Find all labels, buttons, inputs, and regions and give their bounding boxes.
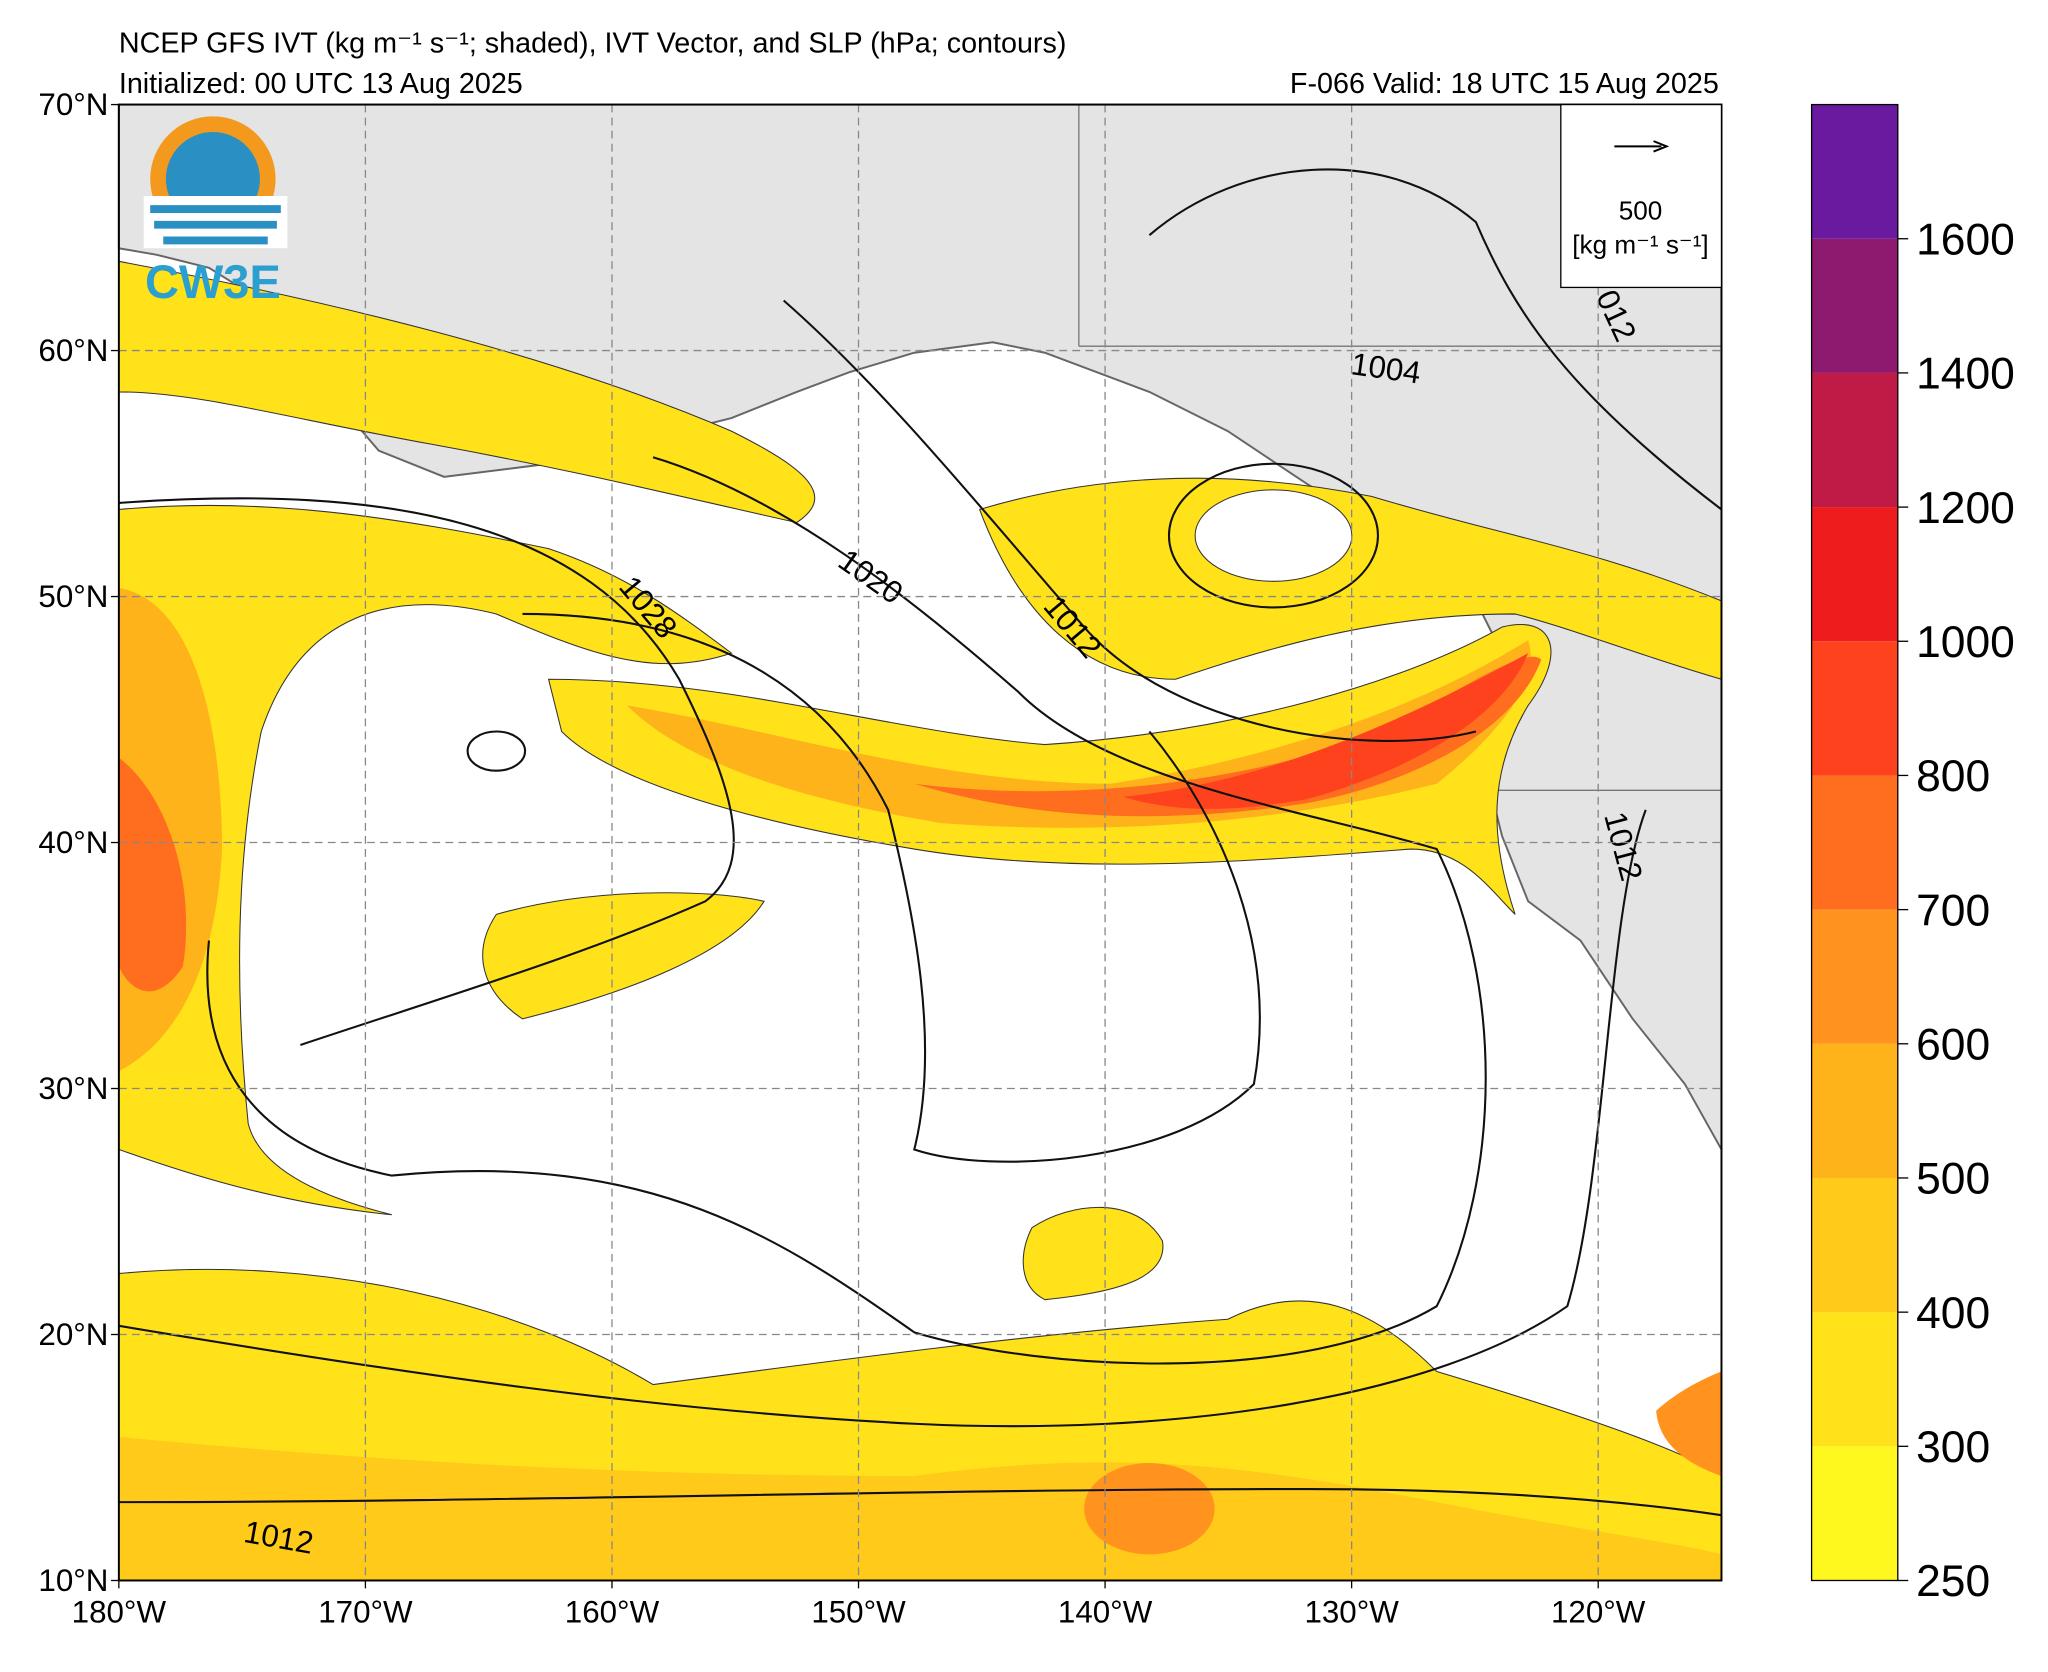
y-tick-label: 20°N (38, 1317, 108, 1352)
y-tick-label: 10°N (38, 1563, 108, 1598)
logo-text: CW3E (145, 255, 281, 308)
colorbar-tick-label: 1200 (1916, 484, 2015, 533)
colorbar-frame (1810, 103, 1899, 1582)
legend-value: 500 (1619, 196, 1663, 226)
colorbar-tick-label: 300 (1916, 1423, 1990, 1472)
valid-time: F-066 Valid: 18 UTC 15 Aug 2025 (1290, 68, 1719, 100)
x-tick-label: 180°W (72, 1594, 167, 1629)
colorbar-bin (1811, 372, 1898, 508)
x-tick-label: 130°W (1304, 1594, 1399, 1629)
x-tick-label: 150°W (811, 1594, 906, 1629)
colorbar-bin (1811, 1177, 1898, 1313)
y-tick-label: 60°N (38, 333, 108, 368)
x-tick-label: 140°W (1058, 1594, 1153, 1629)
x-tick-label: 120°W (1551, 1594, 1646, 1629)
colorbar-tick-label: 800 (1916, 752, 1990, 801)
y-tick-label: 40°N (38, 825, 108, 860)
colorbar-tick-label: 600 (1916, 1020, 1990, 1069)
colorbar-tick-label: 500 (1916, 1155, 1990, 1204)
colorbar-bin (1811, 909, 1898, 1044)
vector-legend (1560, 103, 1723, 289)
colorbar-bin (1811, 1446, 1898, 1581)
colorbar-bin (1811, 1043, 1898, 1178)
colorbar-bin (1811, 104, 1898, 239)
colorbar-bin (1811, 238, 1898, 373)
logo: CW3E (143, 116, 288, 308)
y-tick-label: 70°N (38, 87, 108, 122)
colorbar: 250 300 400 500 600 700 800 1000 1200 1400 1600 (1810, 103, 2015, 1606)
colorbar-bin (1811, 641, 1898, 776)
init-time: Initialized: 00 UTC 13 Aug 2025 (119, 68, 523, 100)
colorbar-tick-label: 1400 (1916, 350, 2015, 399)
colorbar-tick-label: 700 (1916, 886, 1990, 935)
y-tick-label: 50°N (38, 579, 108, 614)
x-tick-label: 160°W (565, 1594, 660, 1629)
colorbar-tick-label: 400 (1916, 1289, 1990, 1338)
colorbar-bin (1811, 1312, 1898, 1447)
legend-arrow (1614, 140, 1670, 153)
colorbar-tick-label: 1000 (1916, 618, 2015, 667)
title: NCEP GFS IVT (kg m⁻¹ s⁻¹; shaded), IVT V… (119, 27, 1067, 59)
colorbar-bin (1811, 507, 1898, 642)
y-tick-label: 30°N (38, 1071, 108, 1106)
legend-units: [kg m⁻¹ s⁻¹] (1572, 229, 1708, 259)
colorbar-bin (1811, 775, 1898, 910)
slp-contours (118, 168, 1723, 1517)
colorbar-tick-label: 250 (1916, 1557, 1990, 1606)
colorbar-tick-label: 1600 (1916, 215, 2015, 264)
x-tick-label: 170°W (318, 1594, 413, 1629)
